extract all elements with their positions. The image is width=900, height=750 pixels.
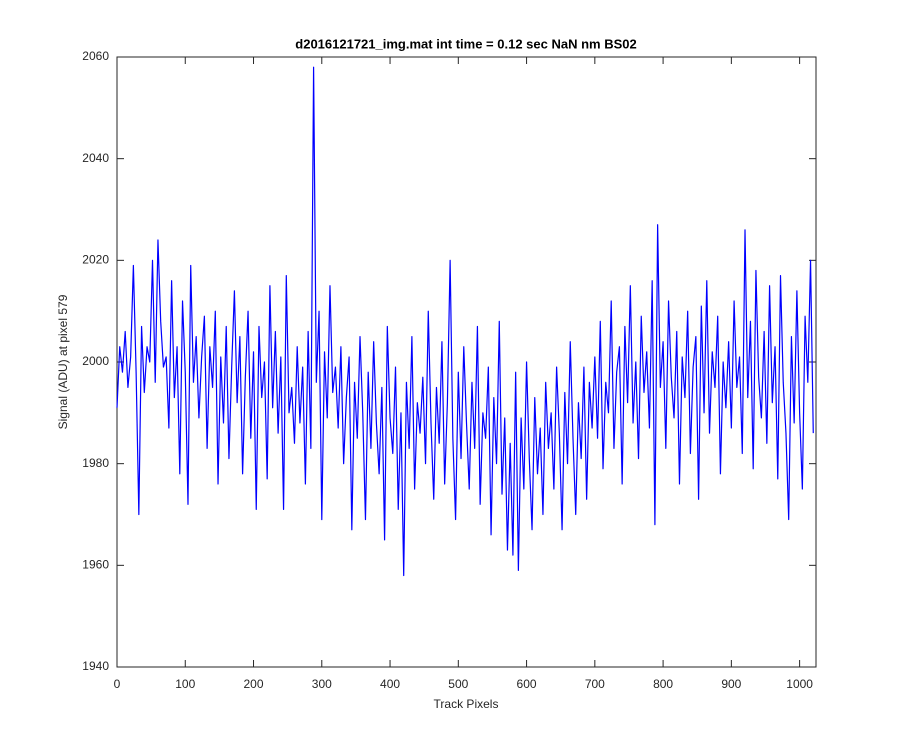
- data-line: [116, 66, 814, 577]
- x-tick-label: 900: [721, 677, 741, 691]
- y-tick-label: 1940: [82, 659, 109, 673]
- y-tick-label: 1980: [82, 456, 109, 470]
- chart-title: d2016121721_img.mat int time = 0.12 sec …: [295, 36, 636, 51]
- y-tick-label: 2040: [82, 151, 109, 165]
- x-tick-label: 800: [653, 677, 673, 691]
- x-tick-label: 100: [175, 677, 195, 691]
- x-tick-label: 500: [448, 677, 468, 691]
- x-tick-label: 200: [244, 677, 264, 691]
- x-tick-label: 300: [312, 677, 332, 691]
- y-tick-label: 2060: [82, 49, 109, 63]
- y-axis-label: Signal (ADU) at pixel 579: [56, 294, 70, 429]
- y-tick-label: 2020: [82, 253, 109, 267]
- x-tick-label: 600: [517, 677, 537, 691]
- x-axis-label: Track Pixels: [434, 697, 499, 711]
- y-tick-label: 2000: [82, 354, 109, 368]
- x-tick-label: 400: [380, 677, 400, 691]
- x-tick-label: 1000: [786, 677, 813, 691]
- x-tick-label: 700: [585, 677, 605, 691]
- x-tick-label: 0: [114, 677, 121, 691]
- axes-box: [116, 56, 817, 668]
- y-tick-label: 1960: [82, 558, 109, 572]
